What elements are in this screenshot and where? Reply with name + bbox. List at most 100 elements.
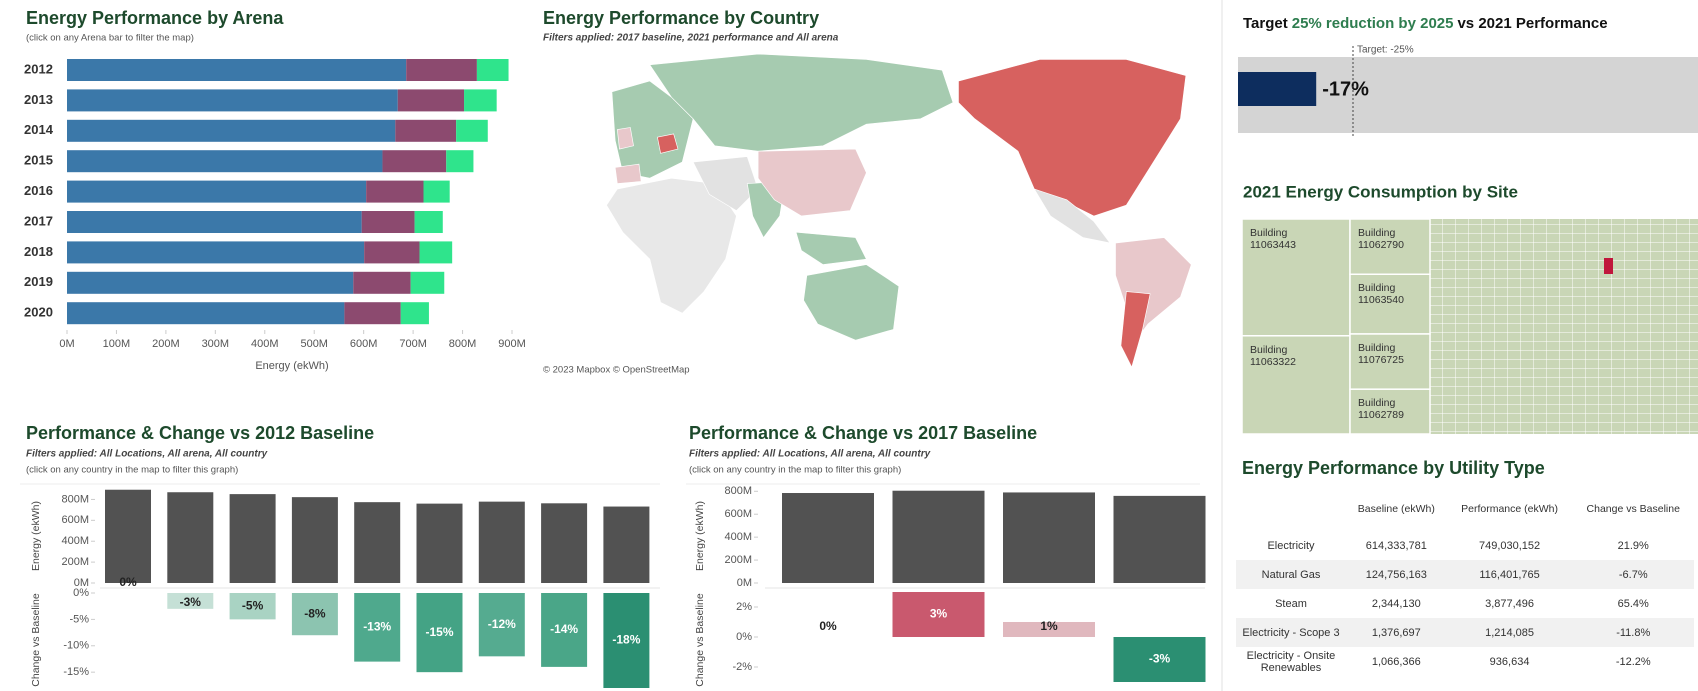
bar-segment: [67, 271, 354, 294]
y-tick-label: 200M: [724, 554, 752, 566]
bar: [892, 490, 985, 583]
y-tick-label: -2%: [732, 661, 752, 673]
y-tick-label: 2017: [24, 213, 53, 228]
region[interactable]: [795, 231, 867, 265]
chart-note: (click on any country in the map to filt…: [26, 465, 238, 476]
table-cell: 936,634: [1489, 655, 1530, 668]
table-cell: 1,066,366: [1371, 655, 1421, 668]
y-axis-label: Energy (ekWh): [30, 501, 42, 571]
table-cell: 749,030,152: [1478, 539, 1541, 552]
y-tick-label: 2%: [736, 601, 752, 613]
bar: [1003, 492, 1095, 583]
bar-segment: [476, 59, 509, 81]
region[interactable]: [649, 53, 954, 152]
value-label: -3%: [1149, 652, 1171, 666]
table-cell: 21.9%: [1617, 539, 1649, 552]
bullet-title: Target 25% reduction by 2025 vs 2021 Perfo…: [1243, 15, 1608, 32]
table-row: Natural Gas 124,756,163 116,401,765 -6.7%: [1236, 560, 1694, 589]
region[interactable]: [614, 163, 642, 184]
treemap-highlight[interactable]: [1604, 258, 1613, 274]
y-tick-label: 2016: [24, 183, 53, 198]
x-tick-label: 900M: [498, 338, 526, 350]
bar-segment: [395, 119, 457, 142]
table-cell: 124,756,163: [1346, 560, 1447, 589]
y-axis-label: Change vs Baseline: [30, 593, 42, 687]
x-axis-label: Energy (ekWh): [255, 360, 328, 372]
bar-segment: [410, 271, 445, 294]
treemap-cell: [1241, 335, 1351, 435]
bar: [416, 593, 463, 673]
y-tick-label: 600M: [61, 514, 89, 526]
bar-segment: [67, 211, 362, 233]
bar-segment: [406, 59, 477, 81]
value-label: 3%: [930, 607, 948, 621]
bar-segment: [353, 271, 411, 294]
bar: [603, 506, 650, 583]
treemap-cell: [1349, 388, 1431, 435]
title-part: Target: [1243, 15, 1288, 32]
table-title: Energy Performance by Utility Type: [1242, 458, 1545, 478]
region[interactable]: [803, 264, 900, 341]
value-label: -8%: [304, 606, 326, 620]
bar-segment: [419, 241, 453, 264]
table-cell: -11.8%: [1572, 618, 1694, 647]
x-tick-label: 200M: [152, 338, 180, 350]
bar: [478, 593, 525, 657]
y-axis-label: Change vs Baseline: [694, 593, 706, 687]
table: Baseline (ekWh) Performance (ekWh) Change …: [1236, 487, 1694, 676]
table-cell: 2,344,130: [1371, 597, 1421, 610]
treemap-label: Building 11076725: [1358, 341, 1404, 366]
y-tick-label: 2018: [24, 244, 53, 259]
bar: [1113, 495, 1206, 583]
bar: [105, 489, 151, 583]
y-tick-label: 0M: [74, 577, 89, 589]
bar-segment: [464, 89, 497, 112]
y-axis-label: Energy (ekWh): [694, 501, 706, 571]
title-part: vs 2021 Performance: [1457, 15, 1607, 32]
y-tick-label: 600M: [724, 508, 752, 520]
treemap-small-cells: [1430, 219, 1698, 434]
y-tick-label: 2019: [24, 274, 53, 289]
bar: [167, 492, 214, 583]
treemap-label: Building 11063540: [1358, 282, 1404, 307]
y-tick-label: 400M: [724, 531, 752, 543]
value-label: -12%: [488, 617, 516, 631]
bar: [229, 593, 276, 620]
y-tick-label: 0%: [73, 587, 89, 599]
x-tick-label: 600M: [350, 338, 378, 350]
bar-segment: [456, 119, 488, 142]
table-row: Electricity - Onsite Renewables 1,066,366…: [1236, 647, 1694, 676]
bar: [782, 493, 874, 583]
value-label: -14%: [550, 622, 578, 636]
bar-segment: [67, 150, 383, 173]
table-cell: 614,333,781: [1365, 539, 1427, 552]
bar-segment: [364, 241, 420, 264]
header-cell: Change vs Baseline: [1586, 503, 1680, 515]
bar: [167, 593, 214, 609]
x-tick-label: 800M: [449, 338, 477, 350]
bar-segment: [366, 180, 424, 203]
region[interactable]: [656, 133, 679, 154]
y-tick-label: 2020: [24, 305, 53, 320]
bar: [291, 497, 338, 583]
bar: [541, 593, 588, 667]
region[interactable]: [757, 148, 867, 217]
table-cell: Electricity: [1267, 539, 1315, 552]
value-label: -3%: [180, 595, 202, 609]
table-cell: Natural Gas: [1236, 560, 1346, 589]
y-tick-label: -10%: [63, 640, 89, 652]
region[interactable]: [1120, 291, 1151, 369]
bar: [354, 502, 401, 583]
map-subtitle: Filters applied: 2017 baseline, 2021 per…: [543, 33, 839, 44]
chart-subtitle: Filters applied: All Locations, All aren…: [689, 449, 931, 460]
region[interactable]: [958, 59, 1187, 217]
bar-segment: [67, 302, 345, 325]
table-cell: 65.4%: [1617, 597, 1649, 610]
value-label: -15%: [425, 625, 453, 639]
table-row: Electricity 614,333,781 749,030,152 21.9%: [1236, 531, 1694, 560]
region[interactable]: [616, 127, 634, 150]
map: [606, 53, 1192, 369]
bar-segment: [446, 150, 474, 173]
table-cell: -6.7%: [1572, 560, 1694, 589]
